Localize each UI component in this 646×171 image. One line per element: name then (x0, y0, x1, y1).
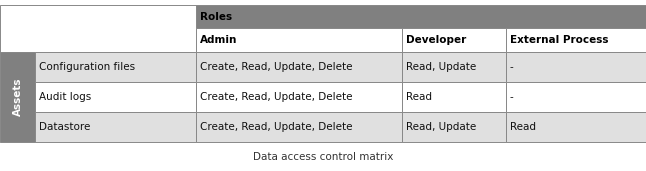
Bar (506, 82, 646, 112)
Text: Audit logs: Audit logs (39, 92, 91, 102)
Text: Developer: Developer (406, 35, 466, 45)
Text: -: - (510, 92, 514, 102)
Bar (402, 82, 506, 112)
Bar (402, 52, 506, 82)
Text: Read, Update: Read, Update (406, 62, 476, 72)
Bar (196, 112, 402, 142)
Bar (196, 82, 402, 112)
Bar (402, 28, 506, 52)
Text: Admin: Admin (200, 35, 237, 45)
Bar (506, 52, 646, 82)
Text: Datastore: Datastore (39, 122, 90, 132)
Text: External Process: External Process (510, 35, 609, 45)
Text: Assets: Assets (12, 78, 23, 116)
Text: Roles: Roles (200, 11, 232, 22)
Text: Create, Read, Update, Delete: Create, Read, Update, Delete (200, 92, 353, 102)
Bar (0, 5, 196, 52)
Bar (35, 82, 196, 112)
Text: Create, Read, Update, Delete: Create, Read, Update, Delete (200, 62, 353, 72)
Text: Configuration files: Configuration files (39, 62, 135, 72)
Bar (35, 52, 196, 82)
Bar (0, 52, 35, 142)
Text: Create, Read, Update, Delete: Create, Read, Update, Delete (200, 122, 353, 132)
Text: -: - (510, 62, 514, 72)
Bar (196, 5, 646, 28)
Bar (35, 112, 196, 142)
Text: Read: Read (406, 92, 432, 102)
Bar (402, 112, 506, 142)
Text: Read: Read (510, 122, 536, 132)
Text: Data access control matrix: Data access control matrix (253, 152, 393, 161)
Bar (506, 112, 646, 142)
Bar (196, 52, 402, 82)
Bar (506, 28, 646, 52)
Text: Read, Update: Read, Update (406, 122, 476, 132)
Bar (196, 28, 402, 52)
